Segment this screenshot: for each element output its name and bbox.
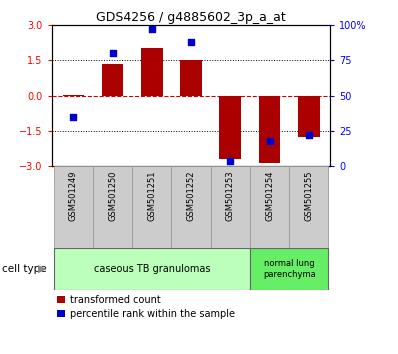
Text: normal lung
parenchyma: normal lung parenchyma	[263, 259, 316, 279]
Bar	[259, 96, 280, 163]
Point	[266, 138, 273, 144]
Point	[109, 50, 116, 56]
Point	[188, 39, 194, 45]
Text: GSM501254: GSM501254	[265, 170, 274, 221]
Text: GSM501253: GSM501253	[226, 170, 235, 221]
Bar	[93, 166, 132, 248]
Bar	[62, 95, 84, 96]
Bar	[54, 248, 250, 290]
Bar	[172, 166, 211, 248]
Bar	[132, 166, 172, 248]
Point	[306, 132, 312, 138]
Text: GSM501255: GSM501255	[304, 170, 313, 221]
Bar	[250, 166, 289, 248]
Bar	[102, 64, 123, 96]
Bar	[298, 96, 320, 137]
Bar	[250, 248, 328, 290]
Text: caseous TB granulomas: caseous TB granulomas	[94, 264, 210, 274]
Legend: transformed count, percentile rank within the sample: transformed count, percentile rank withi…	[57, 295, 235, 319]
Point	[70, 114, 76, 120]
Bar	[219, 96, 241, 159]
Text: GSM501251: GSM501251	[147, 170, 156, 221]
Bar	[211, 166, 250, 248]
Title: GDS4256 / g4885602_3p_a_at: GDS4256 / g4885602_3p_a_at	[96, 11, 286, 24]
Point	[227, 158, 234, 164]
Bar	[180, 60, 202, 96]
Text: GSM501249: GSM501249	[69, 170, 78, 221]
Bar	[54, 166, 93, 248]
Text: GSM501252: GSM501252	[187, 170, 195, 221]
Text: ▶: ▶	[38, 264, 47, 274]
Text: cell type: cell type	[2, 264, 47, 274]
Text: GSM501250: GSM501250	[108, 170, 117, 221]
Point	[148, 26, 155, 32]
Bar	[289, 166, 328, 248]
Bar	[141, 48, 163, 96]
